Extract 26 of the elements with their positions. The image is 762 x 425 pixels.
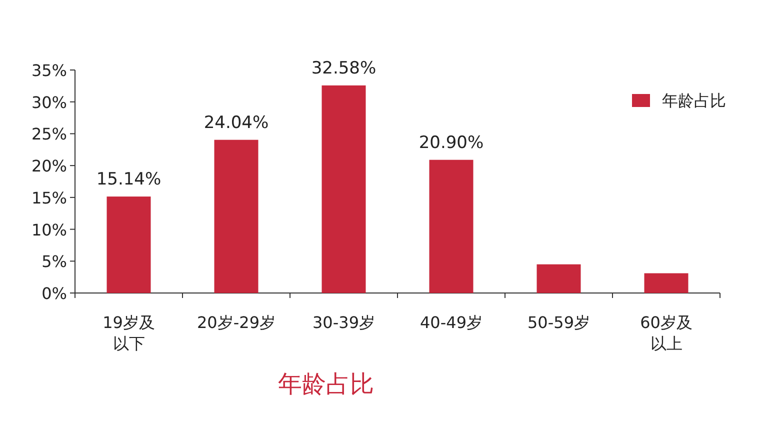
x-tick-label: 50-59岁 — [528, 313, 590, 332]
y-tick-label: 0% — [42, 284, 67, 303]
legend-label: 年龄占比 — [662, 91, 726, 110]
x-tick-label: 40-49岁 — [420, 313, 482, 332]
data-label: 32.58% — [311, 58, 376, 78]
y-tick-label: 25% — [31, 124, 67, 144]
x-tick-label: 19岁及以下 — [102, 313, 155, 353]
x-tick-label: 60岁及以上 — [640, 313, 692, 353]
x-tick-label: 30-39岁 — [312, 313, 375, 332]
bar — [644, 273, 688, 293]
bar — [322, 85, 366, 293]
data-label: 24.04% — [204, 112, 269, 133]
data-label: 15.14% — [96, 170, 162, 190]
y-tick-label: 10% — [31, 220, 67, 240]
bar — [429, 160, 474, 293]
y-tick-label: 30% — [31, 92, 67, 112]
y-tick-label: 5% — [42, 252, 67, 272]
data-label: 20.90% — [418, 132, 484, 153]
bar — [214, 140, 258, 293]
bar — [536, 264, 581, 293]
y-tick-label: 15% — [31, 188, 67, 208]
x-axis-title: 年龄占比 — [278, 370, 374, 398]
bar — [106, 196, 151, 293]
y-tick-label: 20% — [31, 156, 67, 176]
x-tick-label: 20岁-29岁 — [197, 313, 276, 332]
y-tick-label: 35% — [31, 61, 67, 80]
